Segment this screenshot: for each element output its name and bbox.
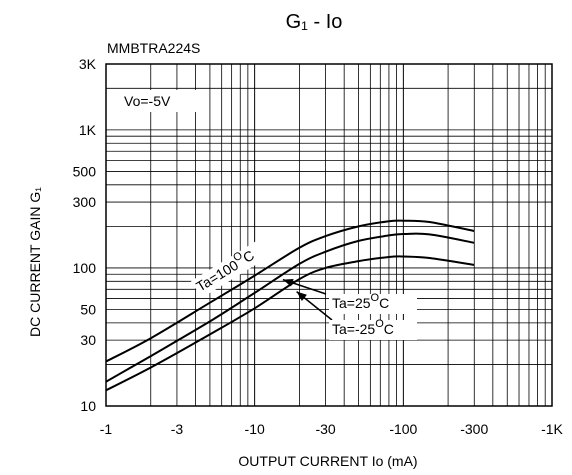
series-group [105,219,475,392]
series-line-0 [105,219,475,363]
y-tick-label: 500 [73,163,97,179]
x-axis-label: OUTPUT CURRENT Io (mA) [238,453,417,469]
y-tick-label: 30 [80,332,96,348]
x-tick-label: -30 [315,421,335,437]
y-tick-labels: 10 30 50 100 300 500 1K 3K [73,56,97,414]
series-label-1: Ta=25OC [329,292,417,314]
arrow-ta-25-head [296,291,307,302]
y-tick-label: 50 [80,301,96,317]
condition-label: Vo=-5V [124,93,171,109]
x-tick-label: -100 [389,421,417,437]
x-tick-label: -3 [171,421,184,437]
series-label-bg [190,235,277,299]
series-label-bg [329,320,417,340]
arrow-ta25-head [282,278,294,287]
series-label-bg [329,294,417,314]
series-label-2: Ta=-25OC [329,318,417,340]
condition-label-bg [121,90,201,112]
x-tick-label: -10 [245,421,265,437]
series-line-2 [105,255,475,392]
series-label-text: Ta=25OC [332,292,389,311]
x-tick-label: -1 [100,421,113,437]
chart-title: G₁ - Io [286,11,343,33]
y-tick-label: 300 [73,194,97,210]
y-tick-label: 3K [79,56,97,72]
series-label-text: Ta=-25OC [332,318,394,337]
y-tick-label: 10 [80,398,96,414]
grid [106,64,552,406]
x-tick-labels: -1 -3 -10 -30 -100 -300 -1K [100,421,564,437]
x-tick-label: -1K [541,421,563,437]
chart-subtitle: MMBTRA224S [107,40,200,56]
x-tick-label: -300 [460,421,488,437]
y-tick-label: 100 [73,260,97,276]
y-axis-label: DC CURRENT GAIN G₁ [27,187,43,337]
plot-frame [105,63,553,407]
series-line-1 [105,232,475,383]
y-tick-label: 1K [79,122,97,138]
